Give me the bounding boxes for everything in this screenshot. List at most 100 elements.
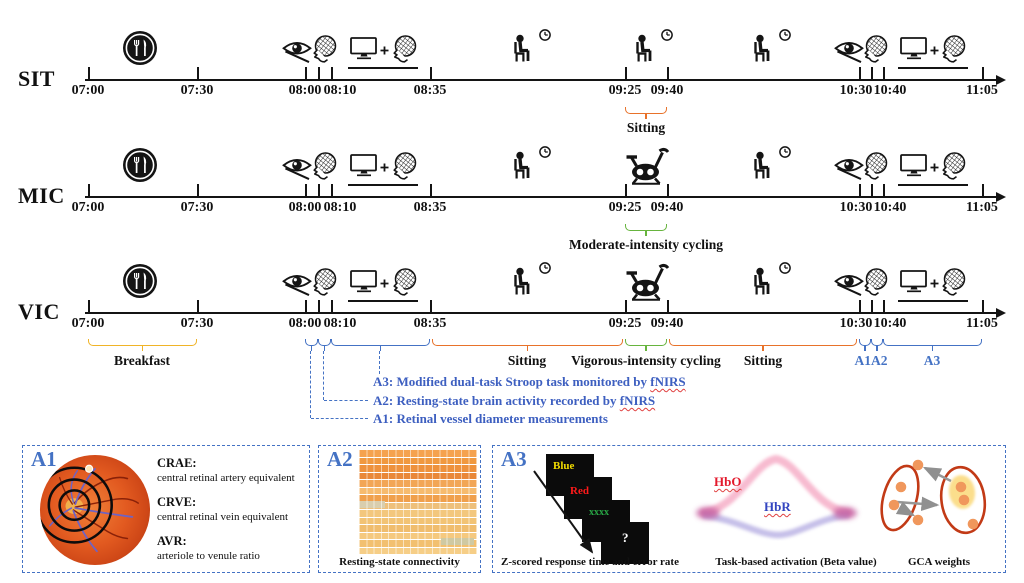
- timeline-tick-label: 10:30: [839, 316, 873, 331]
- panel-a1-label: A1: [31, 447, 57, 471]
- timeline-tick: [883, 184, 885, 197]
- condition-bracket-tail: [645, 114, 647, 119]
- timeline-tick-label: 08:00: [288, 316, 322, 331]
- timeline-row-label-MIC: MIC: [18, 183, 65, 208]
- stroop-word-question: ?: [622, 530, 629, 545]
- meal-icon: [122, 147, 158, 183]
- timeline-tick: [88, 67, 90, 80]
- sitting-person-icon: [632, 34, 658, 67]
- timeline-tick-label: 07:30: [180, 83, 214, 98]
- timeline-tick: [197, 184, 199, 197]
- desk-line: [348, 184, 418, 186]
- timeline-tick-label: 09:25: [608, 316, 642, 331]
- timeline-tick-label: 08:35: [413, 200, 447, 215]
- timeline-tick-label: 11:05: [966, 316, 998, 331]
- timeline-tick: [883, 67, 885, 80]
- panel-a2-caption: Resting-state connectivity: [339, 556, 460, 568]
- clock-icon: [779, 29, 791, 41]
- stroop-word-xxxx: xxxx: [589, 507, 609, 518]
- timeline-tick-label: 08:35: [413, 83, 447, 98]
- a3-post-bracket-tail: [931, 346, 934, 351]
- vigorous-cycling-label: Vigorous-intensity cycling: [571, 353, 721, 368]
- sitting-person-icon: [750, 34, 776, 67]
- timeline-tick-label: 07:30: [180, 316, 214, 331]
- clock-icon: [779, 146, 791, 158]
- clock-icon: [539, 262, 551, 274]
- note-a2-term: fNIRS: [619, 393, 656, 408]
- timeline-tick: [197, 67, 199, 80]
- timeline-tick-label: 08:10: [323, 200, 357, 215]
- timeline-tick: [883, 300, 885, 313]
- timeline-tick: [982, 300, 984, 313]
- hbr-label: HbR: [764, 499, 791, 514]
- fnirs-cap-head-icon: [390, 268, 418, 298]
- timeline-axis-arrowhead: [996, 75, 1006, 85]
- a2-dash-vertical: [323, 351, 325, 400]
- timeline-tick: [871, 67, 873, 80]
- timeline-tick-label: 11:05: [966, 83, 998, 98]
- desk-line: [898, 300, 968, 302]
- retinal-fundus-image: [39, 454, 151, 566]
- timeline-tick: [197, 300, 199, 313]
- meal-icon: [122, 263, 158, 299]
- a1a2-label: A1A2: [854, 353, 888, 368]
- timeline-row-label-SIT: SIT: [18, 66, 55, 91]
- a3-dash-vertical: [379, 351, 381, 374]
- timeline-axis: [85, 312, 998, 314]
- stroop-sequence-arrow: [533, 470, 594, 554]
- plus-icon: [930, 279, 939, 288]
- fnirs-cap-head-icon: [390, 152, 418, 182]
- fnirs-cap-head-icon: [310, 152, 338, 182]
- timeline-tick: [667, 67, 669, 80]
- timeline-tick-label: 09:25: [608, 200, 642, 215]
- sitting-person-icon: [750, 267, 776, 300]
- condition-bracket: [625, 224, 667, 231]
- a2-measure-bracket: [318, 339, 331, 346]
- computer-monitor-icon: [900, 37, 928, 60]
- computer-monitor-icon: [350, 154, 378, 177]
- timeline-tick-label: 09:25: [608, 83, 642, 98]
- timeline-tick-label: 09:40: [650, 200, 684, 215]
- timeline-tick-label: 07:30: [180, 200, 214, 215]
- fnirs-cap-head-icon: [861, 152, 889, 182]
- term-crae: CRAE:: [157, 456, 197, 470]
- retina-term-list: CRAE: central retinal artery equivalent …: [157, 455, 295, 572]
- note-a1-text: A1: Retinal vessel diameter measurements: [373, 411, 608, 426]
- desk-line: [348, 67, 418, 69]
- fnirs-cap-head-icon: [861, 35, 889, 65]
- meal-icon: [122, 30, 158, 66]
- fnirs-cap-head-icon: [310, 35, 338, 65]
- timeline-tick-label: 10:40: [873, 200, 907, 215]
- retinal-exam-eye-icon: [834, 156, 864, 180]
- panel-a1: A1: [22, 445, 310, 573]
- clock-icon: [779, 262, 791, 274]
- panel-a2: A2 Resting-state connectivity: [318, 445, 481, 573]
- timeline-tick-label: 10:40: [873, 83, 907, 98]
- timeline-tick-label: 10:40: [873, 316, 907, 331]
- sitting-person-icon: [750, 151, 776, 184]
- gca-caption: GCA weights: [907, 556, 971, 568]
- a3-task-bracket: [331, 339, 430, 346]
- breakfast-label: Breakfast: [114, 353, 170, 368]
- note-a3: A3: Modified dual-task Stroop task monit…: [373, 374, 686, 390]
- stroop-word-red: Red: [570, 485, 589, 497]
- a2-post-bracket-tail: [876, 346, 878, 351]
- timeline-row-label-VIC: VIC: [18, 299, 60, 324]
- timeline-tick: [982, 67, 984, 80]
- timeline-tick: [982, 184, 984, 197]
- fnirs-cap-head-icon: [939, 35, 967, 65]
- timeline-tick: [331, 67, 333, 80]
- vigorous-cycling-bracket: [625, 339, 667, 346]
- fnirs-cap-head-icon: [861, 268, 889, 298]
- desk-line: [348, 300, 418, 302]
- sitting-post-bracket: [669, 339, 857, 346]
- computer-monitor-icon: [900, 154, 928, 177]
- timeline-tick: [305, 300, 307, 313]
- sitting-post-label: Sitting: [743, 353, 783, 368]
- a2-measure-bracket-tail: [323, 346, 326, 351]
- computer-monitor-icon: [900, 270, 928, 293]
- gca-weights-diagram: [880, 459, 987, 535]
- condition-bracket-label: Sitting: [626, 120, 666, 135]
- timeline-tick-label: 09:40: [650, 316, 684, 331]
